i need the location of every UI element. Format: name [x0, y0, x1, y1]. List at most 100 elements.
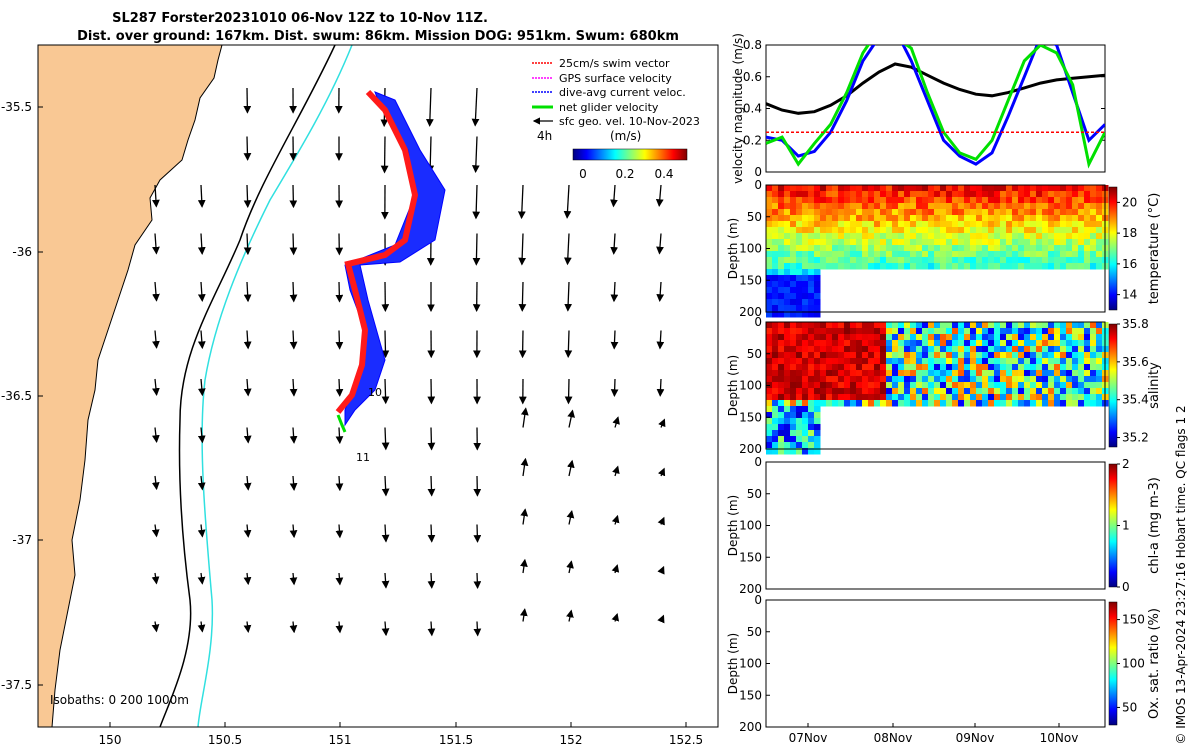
section-data-cell [964, 364, 971, 371]
section-data-cell [1060, 364, 1067, 371]
section-data-cell [1042, 376, 1049, 383]
section-data-cell [922, 239, 929, 246]
section-data-cell [1096, 185, 1103, 192]
section-data-cell [802, 185, 809, 192]
section-data-cell [952, 322, 959, 329]
section-data-cell [892, 233, 899, 240]
section-data-cell [994, 388, 1001, 395]
section-data-cell [1066, 185, 1073, 192]
section-data-cell [922, 257, 929, 264]
section-data-cell [874, 388, 881, 395]
section-data-cell [1030, 382, 1037, 389]
section-data-cell [928, 334, 935, 341]
section-data-cell [820, 221, 827, 228]
section-data-cell [946, 227, 953, 234]
section-data-cell [1096, 400, 1103, 407]
section-data-cell [772, 251, 779, 258]
section-data-cell [928, 257, 935, 264]
section-data-cell [1060, 191, 1067, 198]
section-data-cell [802, 442, 809, 449]
section-data-cell [886, 400, 893, 407]
geo-velocity-arrow [427, 475, 436, 497]
colorbar-tick-label: 1 [1122, 519, 1130, 533]
section-data-cell [982, 185, 989, 192]
isobath-1000m [159, 44, 336, 728]
section-data-cell [808, 442, 815, 449]
section-data-cell [904, 376, 911, 383]
section-data-cell [1000, 251, 1007, 258]
geo-velocity-arrow [610, 330, 619, 350]
section-data-cell [844, 340, 851, 347]
section-data-cell [802, 227, 809, 234]
section-data-cell [928, 388, 935, 395]
section-data-cell [958, 245, 965, 252]
section-data-cell [1072, 239, 1079, 246]
section-data-cell [808, 245, 815, 252]
section-data-cell [778, 203, 785, 210]
section-data-cell [976, 400, 983, 407]
section-data-cell [1096, 370, 1103, 377]
section-data-cell [994, 370, 1001, 377]
section-data-cell [886, 340, 893, 347]
section-data-cell [874, 185, 881, 192]
section-data-cell [796, 221, 803, 228]
section-data-cell [790, 340, 797, 347]
section-data-cell [778, 269, 785, 276]
section-data-cell [1000, 328, 1007, 335]
geo-velocity-arrow [243, 330, 252, 350]
section-data-cell [1018, 340, 1025, 347]
section-data-cell [982, 346, 989, 353]
section-data-cell [934, 328, 941, 335]
section-data-cell [826, 340, 833, 347]
section-data-cell [826, 394, 833, 401]
section-data-cell [1090, 328, 1097, 335]
section-data-cell [766, 239, 773, 246]
section-data-cell [1096, 221, 1103, 228]
section-data-cell [1042, 257, 1049, 264]
section-data-cell [988, 239, 995, 246]
section-data-cell [934, 245, 941, 252]
colorbar-tick-label: 150 [1122, 613, 1145, 627]
section-data-cell [802, 263, 809, 270]
section-data-cell [940, 370, 947, 377]
section-data-cell [1012, 233, 1019, 240]
svg-text:net glider velocity: net glider velocity [559, 101, 659, 114]
section-data-cell [784, 370, 791, 377]
section-data-cell [838, 340, 845, 347]
section-data-cell [1078, 185, 1085, 192]
section-data-cell [1036, 388, 1043, 395]
section-data-cell [808, 334, 815, 341]
section-data-cell [1072, 203, 1079, 210]
section-data-cell [1036, 364, 1043, 371]
section-data-cell [772, 412, 779, 419]
geo-velocity-arrow [427, 621, 436, 637]
section-data-cell [1042, 400, 1049, 407]
section-data-cell [970, 322, 977, 329]
section-data-cell [796, 370, 803, 377]
section-y-tick-label: 50 [747, 487, 762, 501]
section-data-cell [922, 358, 929, 365]
section-data-cell [790, 346, 797, 353]
section-y-tick-label: 150 [739, 410, 762, 424]
section-data-cell [850, 239, 857, 246]
colorbar-label: chl-a (mg m-3) [1147, 477, 1162, 574]
section-data-cell [1090, 251, 1097, 258]
section-data-cell [784, 340, 791, 347]
section-data-cell [976, 388, 983, 395]
section-data-cell [1018, 215, 1025, 222]
section-data-cell [820, 197, 827, 204]
section-data-cell [886, 245, 893, 252]
section-data-cell [1036, 334, 1043, 341]
geo-velocity-arrow [564, 378, 573, 405]
section-data-cell [796, 442, 803, 449]
section-data-cell [784, 346, 791, 353]
section-data-cell [1000, 346, 1007, 353]
section-data-cell [910, 209, 917, 216]
section-data-cell [808, 364, 815, 371]
map-x-tick-label: 152.5 [669, 733, 703, 747]
section-data-cell [886, 382, 893, 389]
section-data-cell [1030, 233, 1037, 240]
section-data-cell [940, 328, 947, 335]
section-data-cell [766, 287, 773, 294]
section-data-cell [940, 209, 947, 216]
